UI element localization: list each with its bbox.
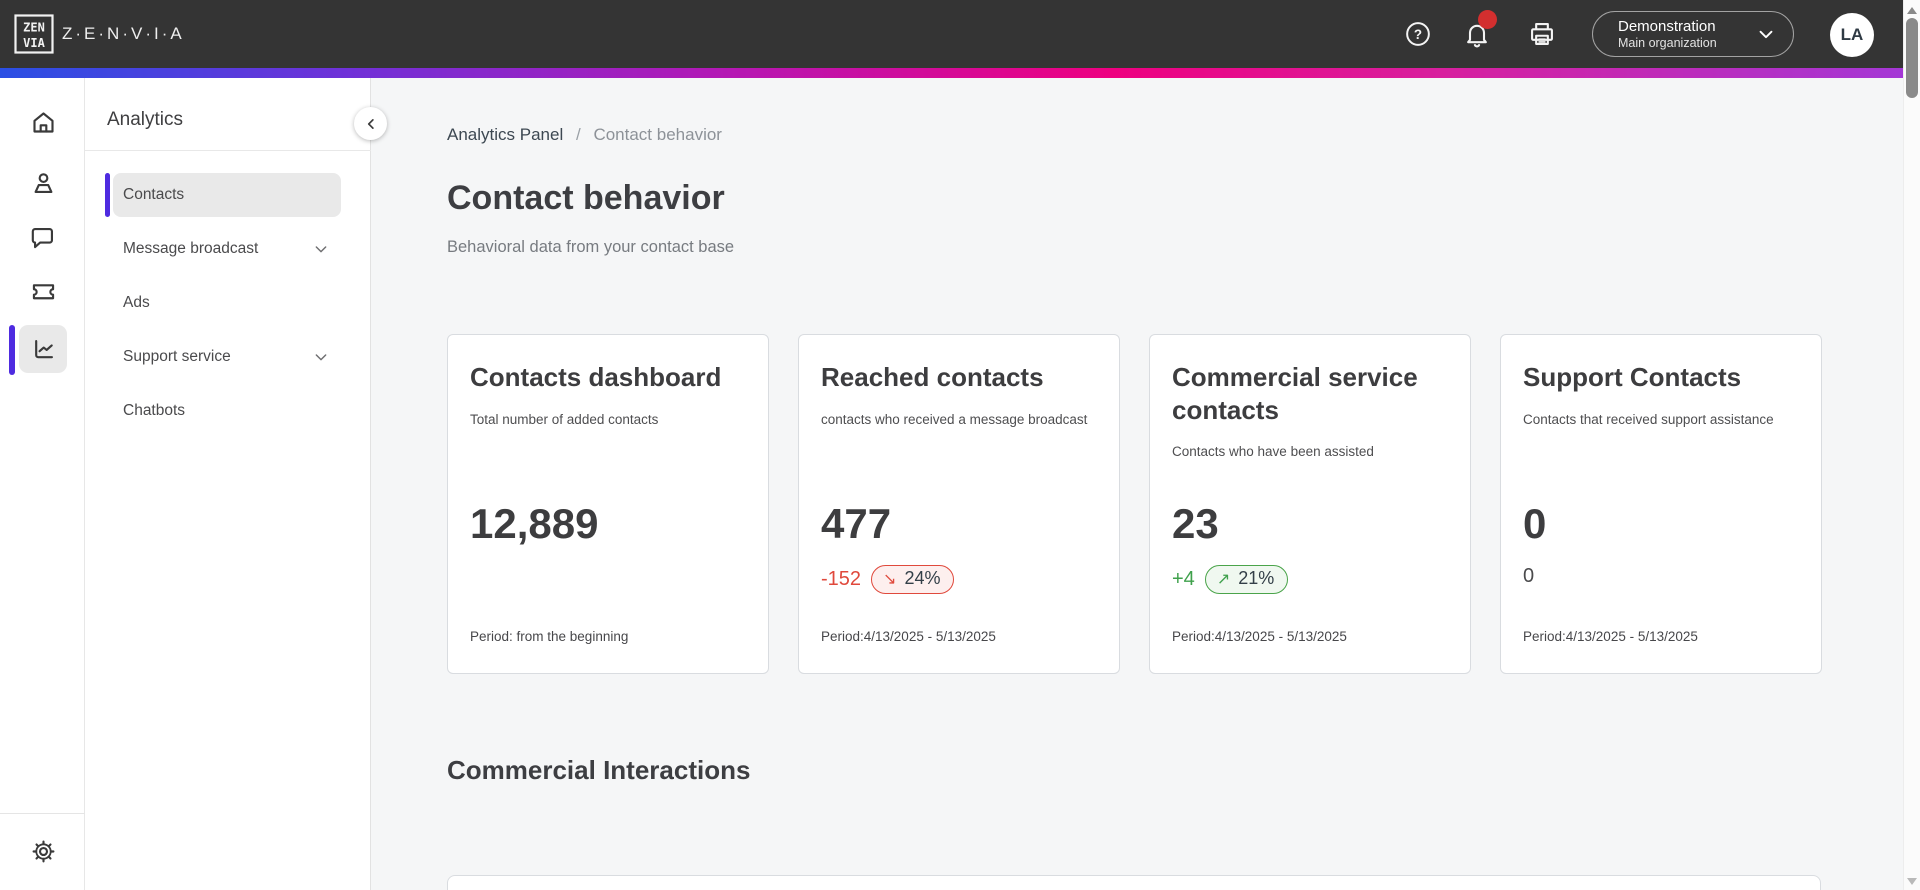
sidebar-collapse-button[interactable] (354, 107, 387, 140)
card-period: Period:4/13/2025 - 5/13/2025 (1172, 629, 1347, 644)
card-reached-contacts: Reached contacts contacts who received a… (798, 334, 1120, 674)
delta-value: 0 (1523, 565, 1535, 587)
trend-badge: ↗ 21% (1204, 565, 1289, 594)
topbar: ZEN VIA Z·E·N·V·I·A ? (0, 0, 1920, 68)
sidebar-item-label: Chatbots (123, 402, 186, 419)
card-title: Reached contacts (821, 362, 1044, 392)
logo-row1: ZEN (23, 21, 45, 35)
rail-analytics-icon[interactable] (19, 325, 67, 373)
active-rail-indicator (9, 325, 15, 375)
delta-row: 0 (1523, 565, 1534, 588)
trend-percentage: 24% (904, 568, 941, 588)
page-subtitle: Behavioral data from your contact base (447, 238, 735, 256)
card-description: Total number of added contacts (470, 411, 659, 427)
vertical-scrollbar[interactable] (1903, 0, 1920, 890)
rail-contacts-icon[interactable] (19, 159, 67, 207)
rail-ticket-icon[interactable] (19, 267, 67, 315)
notification-badge (1478, 10, 1497, 29)
chevron-down-icon (1759, 30, 1773, 39)
sidebar-item-label: Support service (123, 348, 231, 365)
breadcrumb-analytics-panel[interactable]: Analytics Panel (447, 125, 564, 144)
avatar[interactable]: LA (1830, 13, 1874, 57)
printer-icon[interactable] (1528, 20, 1556, 48)
card-period: Period: from the beginning (470, 629, 629, 644)
card-title: Support Contacts (1523, 362, 1742, 392)
card-description: Contacts who have been assisted (1172, 444, 1374, 459)
card-commercial-service-contacts: Commercial service contacts Contacts who… (1149, 334, 1471, 674)
rail-divider (0, 813, 85, 814)
card-title: Contacts dashboard (470, 362, 722, 392)
sidebar-item-chatbots[interactable]: Chatbots (113, 389, 341, 433)
card-description: Contacts that received support assistanc… (1523, 411, 1774, 427)
delta-value: +4 (1172, 568, 1195, 590)
organization-switcher[interactable]: Demonstration Main organization (1592, 11, 1794, 57)
rail-settings-gear-icon[interactable] (19, 827, 67, 875)
organization-subtitle: Main organization (1618, 36, 1717, 50)
scrollbar-thumb[interactable] (1906, 18, 1918, 98)
chevron-down-icon (315, 354, 327, 361)
card-value: 0 (1523, 500, 1547, 547)
rail-chat-icon[interactable] (19, 213, 67, 261)
card-value: 12,889 (470, 500, 599, 547)
sidebar-item-label: Ads (123, 294, 150, 311)
commercial-interactions-card (447, 875, 1821, 890)
icon-rail (0, 78, 85, 890)
avatar-initials: LA (1840, 25, 1864, 44)
chevron-down-icon (315, 246, 327, 253)
breadcrumb-separator: / (575, 125, 581, 144)
card-title: Commercial service contacts (1172, 362, 1418, 425)
card-value: 477 (821, 500, 892, 547)
zenvia-logo-icon[interactable]: ZEN VIA (14, 14, 54, 54)
svg-text:?: ? (1414, 27, 1422, 42)
trend-up-icon: ↗ (1216, 570, 1231, 588)
card-period: Period:4/13/2025 - 5/13/2025 (1523, 629, 1698, 644)
brand-wordmark: Z·E·N·V·I·A (62, 24, 185, 43)
section-title-commercial-interactions: Commercial Interactions (447, 755, 751, 785)
trend-down-icon: ↘ (883, 570, 897, 588)
card-support-contacts: Support Contacts Contacts that received … (1500, 334, 1822, 674)
scrollbar-down-arrow[interactable] (1907, 878, 1917, 885)
trend-percentage: 21% (1238, 568, 1275, 588)
sidebar: Analytics Contacts Message broadcast Ads… (85, 78, 371, 890)
brand-gradient-bar (0, 68, 1920, 78)
sidebar-item-ads[interactable]: Ads (113, 281, 341, 325)
sidebar-item-label: Contacts (123, 186, 185, 203)
delta-row: +4 ↗ 21% (1172, 565, 1289, 594)
logo-row2: VIA (23, 36, 45, 50)
rail-home-icon[interactable] (19, 98, 67, 146)
delta-value: -152 (821, 568, 862, 590)
scrollbar-up-arrow[interactable] (1907, 7, 1917, 14)
sidebar-nav: Contacts Message broadcast Ads Support s… (105, 173, 341, 443)
help-icon[interactable]: ? (1404, 20, 1432, 48)
main-content: Analytics Panel / Contact behavior Conta… (371, 78, 1903, 890)
card-description: contacts who received a message broadcas… (821, 411, 1088, 427)
trend-badge: ↘ 24% (871, 565, 955, 594)
sidebar-title: Analytics (107, 109, 184, 130)
card-contacts-dashboard: Contacts dashboard Total number of added… (447, 334, 769, 674)
breadcrumb: Analytics Panel / Contact behavior (447, 125, 722, 145)
card-value: 23 (1172, 500, 1219, 547)
breadcrumb-current: Contact behavior (593, 125, 722, 144)
sidebar-item-contacts[interactable]: Contacts (105, 173, 341, 217)
sidebar-item-support-service[interactable]: Support service (113, 335, 341, 379)
chevron-left-icon (367, 118, 374, 129)
notifications-bell-icon[interactable] (1463, 20, 1491, 48)
delta-row: -152 ↘ 24% (821, 565, 955, 594)
stat-cards-row: Contacts dashboard Total number of added… (447, 334, 1822, 674)
card-period: Period:4/13/2025 - 5/13/2025 (821, 629, 996, 644)
sidebar-item-label: Message broadcast (123, 240, 259, 257)
sidebar-divider (85, 150, 371, 151)
organization-name: Demonstration (1618, 18, 1716, 35)
page-title: Contact behavior (447, 179, 725, 217)
sidebar-item-message-broadcast[interactable]: Message broadcast (113, 227, 341, 271)
